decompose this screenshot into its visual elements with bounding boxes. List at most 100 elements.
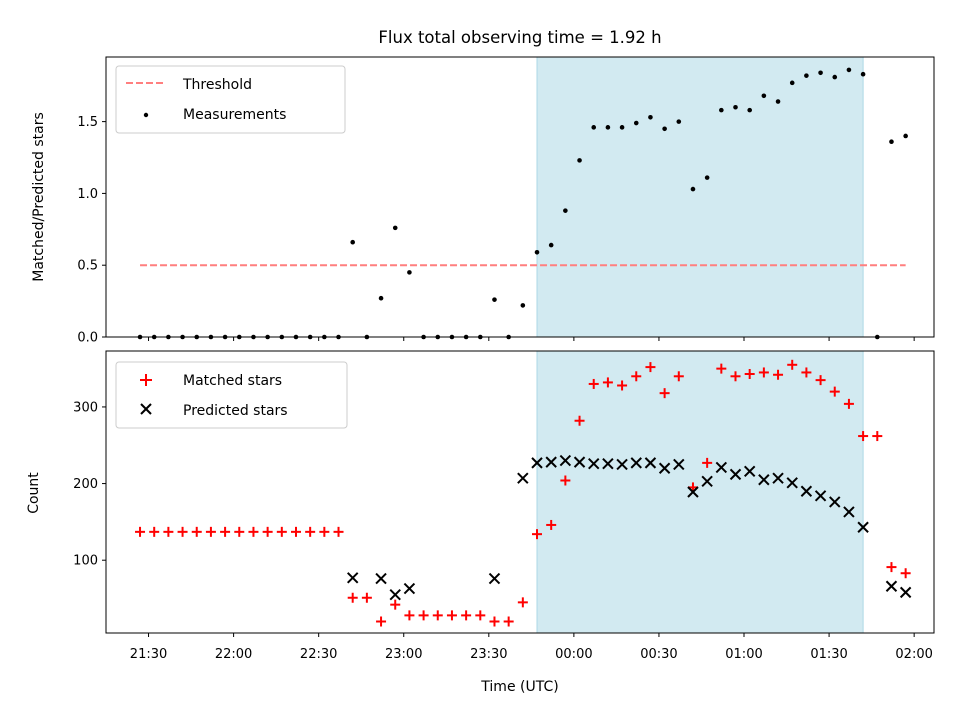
matched-star-point [673,371,684,382]
matched-star-point [361,592,372,603]
matched-star-point [659,388,670,399]
count-y-axis-label: Count [26,472,42,514]
y-tick-label: 200 [73,477,98,492]
matched-star-point [177,526,188,537]
ratio-legend: Threshold Measurements [115,65,346,134]
count-axes-frame [105,350,935,634]
predicted-star-point [602,457,614,470]
predicted-star-point [375,572,387,585]
predicted-star-point [800,485,813,497]
predicted-star-point [786,477,798,489]
predicted-star-point [346,572,359,584]
count-x-ticks: 21:30 22:00 22:30 23:00 23:30 00:00 00:30 01:00… [130,633,933,662]
matched-star-point [730,371,741,382]
predicted-star-point [545,456,557,468]
predicted-star-point [531,457,543,469]
legend-predicted-label: Predicted stars [183,403,288,419]
matched-star-point [149,526,160,537]
matched-star-point [829,386,840,397]
matched-star-point [602,377,613,388]
legend-measurements-label: Measurements [183,107,286,123]
predicted-star-point [715,461,728,474]
matched-star-point [418,610,429,621]
measurement-point [804,73,809,78]
measurement-point [407,270,412,275]
matched-star-point [716,363,727,374]
matched-star-point [276,526,287,537]
measurement-point [378,295,384,301]
measurement-point [605,125,611,130]
measurement-point [392,225,398,231]
matched-star-point [248,526,259,537]
x-tick-label: 22:30 [300,647,337,662]
predicted-star-point [729,468,742,481]
predicted-star-point [658,462,671,474]
predicted-star-point [630,457,642,469]
predicted-star-point [899,586,912,599]
predicted-star-point [829,496,841,508]
legend-predicted-swatch [140,403,152,415]
matched-star-point [234,526,245,537]
predicted-star-point [389,588,401,601]
matched-star-point [886,562,897,573]
ratio-legend-box [115,65,346,134]
matched-star-point [787,359,798,370]
matched-star-point [503,616,514,627]
predicted-star-point [644,457,657,469]
predicted-star-point [616,458,628,471]
x-tick-label: 00:30 [640,647,677,662]
measurement-point [818,70,823,76]
predicted-star-points [346,454,912,601]
matched-star-point [220,526,231,537]
x-tick-label: 00:00 [555,647,592,662]
measurement-point [633,120,639,126]
x-tick-label: 02:00 [895,647,932,662]
matched-star-point [560,475,571,486]
predicted-star-point [588,457,600,470]
legend-threshold-label: Threshold [182,77,252,93]
matched-star-point [617,380,628,391]
count-legend: Matched stars Predicted stars [115,361,348,429]
matched-star-point [574,415,585,426]
measurement-point [492,297,497,302]
predicted-star-point [403,582,416,595]
measurement-point [350,239,355,245]
predicted-star-point [814,490,827,502]
matched-star-point [191,526,202,537]
predicted-star-point [843,506,855,518]
measurement-point [648,115,653,120]
x-tick-label: 22:00 [215,647,252,662]
predicted-star-point [701,475,713,487]
matched-star-point [546,519,557,530]
measurement-point [789,80,795,86]
matched-star-point [475,610,486,621]
measurement-point [775,99,781,104]
matched-star-point [446,610,457,621]
y-tick-label: 100 [73,554,98,569]
chart-title: Flux total observing time = 1.92 h [378,28,661,47]
measurement-point [903,133,908,139]
matched-star-point [773,369,784,380]
predicted-star-point [517,472,529,484]
measurement-point [548,242,554,248]
matched-star-point [900,568,911,579]
matched-star-point [290,526,301,537]
measurement-point [889,139,894,145]
predicted-star-point [687,486,699,498]
measurement-point [761,93,767,99]
matched-star-point [135,526,146,537]
matched-star-point [376,616,387,627]
measurement-point [719,107,724,113]
matched-star-point [631,371,642,382]
predicted-star-point [743,465,756,478]
predicted-star-point [885,580,898,592]
predicted-star-point [573,456,586,468]
count-y-ticks: 100 200 300 [73,400,106,569]
measurement-point [577,158,582,163]
matched-star-point [163,526,174,537]
x-tick-label: 01:00 [725,647,762,662]
predicted-star-point [559,454,572,467]
measurement-point [747,107,752,113]
matched-star-point [461,610,472,621]
matched-star-point [872,431,883,442]
